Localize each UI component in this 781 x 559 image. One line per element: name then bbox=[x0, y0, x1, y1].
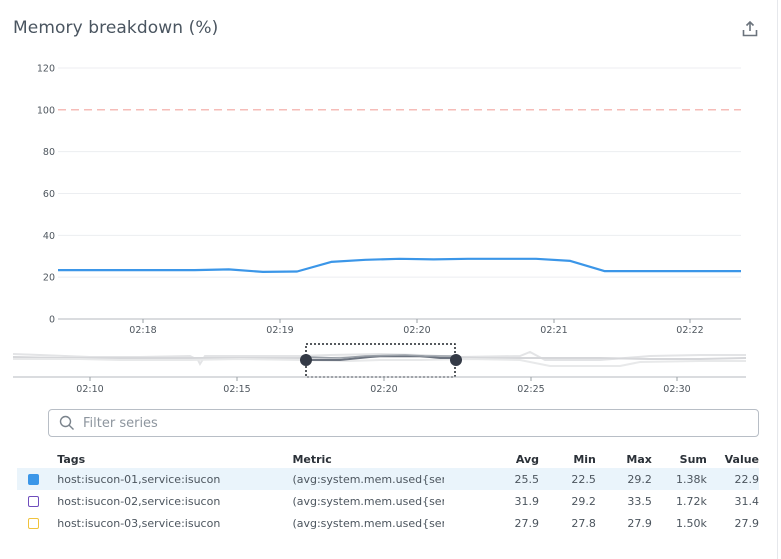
brush-handle-left[interactable] bbox=[300, 354, 312, 366]
row-sum: 1.38k bbox=[675, 472, 707, 486]
svg-text:80: 80 bbox=[43, 147, 55, 158]
series-line-isucon-01[interactable] bbox=[58, 257, 741, 273]
main-chart[interactable]: 0 20 40 60 80 100 120 02:18 02:19 02:20 02:21 02:2… bbox=[0, 55, 781, 340]
row-max: 27.9 bbox=[627, 516, 652, 530]
search-icon bbox=[59, 415, 74, 430]
svg-text:02:15: 02:15 bbox=[223, 384, 250, 395]
overview-x-ticks: 02:10 02:15 02:20 02:25 02:30 bbox=[76, 377, 691, 395]
row-metric: (avg:system.mem.used{ser... bbox=[292, 516, 445, 530]
column-header-tags[interactable]: Tags bbox=[57, 452, 86, 466]
row-avg: 31.9 bbox=[514, 494, 540, 508]
y-grid bbox=[58, 67, 741, 278]
x-axis-ticks: 02:18 02:19 02:20 02:21 02:22 bbox=[129, 319, 704, 336]
svg-text:120: 120 bbox=[37, 64, 55, 75]
checkbox-unchecked-icon bbox=[27, 517, 39, 529]
row-tags: host:isucon-01,service:isucon bbox=[57, 472, 221, 486]
legend-row[interactable]: host:isucon-02,service:isucon (avg:syste… bbox=[17, 490, 759, 512]
svg-text:02:22: 02:22 bbox=[676, 325, 703, 336]
svg-text:60: 60 bbox=[43, 189, 55, 200]
row-tags: host:isucon-02,service:isucon bbox=[57, 494, 221, 508]
row-sum: 1.72k bbox=[675, 494, 707, 508]
row-value: 31.4 bbox=[734, 494, 760, 508]
share-export-icon bbox=[742, 20, 758, 37]
svg-text:02:25: 02:25 bbox=[517, 384, 544, 395]
filter-series-input[interactable] bbox=[83, 415, 758, 431]
column-header-value[interactable]: Value bbox=[724, 452, 760, 466]
row-metric: (avg:system.mem.used{ser... bbox=[292, 472, 445, 486]
chart-title: Memory breakdown (%) bbox=[13, 18, 219, 38]
svg-text:02:30: 02:30 bbox=[663, 384, 690, 395]
svg-text:02:18: 02:18 bbox=[129, 325, 156, 336]
row-min: 29.2 bbox=[571, 494, 596, 508]
column-header-sum[interactable]: Sum bbox=[679, 452, 707, 466]
overview-series-c bbox=[13, 357, 746, 367]
column-header-max[interactable]: Max bbox=[626, 452, 652, 466]
row-avg: 27.9 bbox=[514, 516, 540, 530]
svg-text:02:20: 02:20 bbox=[403, 325, 430, 336]
row-min: 27.8 bbox=[571, 516, 596, 530]
column-header-metric[interactable]: Metric bbox=[292, 452, 332, 466]
column-header-avg[interactable]: Avg bbox=[515, 452, 539, 466]
checkbox-checked-icon bbox=[27, 473, 39, 485]
legend-header-row: Tags Metric Avg Min Max Sum Value bbox=[17, 450, 759, 468]
svg-text:100: 100 bbox=[37, 105, 55, 116]
svg-text:40: 40 bbox=[43, 231, 55, 242]
overview-selected-series-2 bbox=[304, 354, 456, 359]
svg-text:02:20: 02:20 bbox=[370, 384, 397, 395]
filter-series-field[interactable] bbox=[48, 409, 759, 437]
row-min: 22.5 bbox=[571, 472, 596, 486]
brush-handle-right[interactable] bbox=[450, 354, 462, 366]
svg-text:02:10: 02:10 bbox=[76, 384, 103, 395]
svg-text:02:19: 02:19 bbox=[266, 325, 293, 336]
series-checkbox[interactable] bbox=[17, 473, 49, 485]
svg-text:20: 20 bbox=[43, 273, 55, 284]
svg-text:0: 0 bbox=[49, 315, 55, 326]
row-value: 22.9 bbox=[734, 472, 760, 486]
column-header-min[interactable]: Min bbox=[573, 452, 596, 466]
series-legend-table: Tags Metric Avg Min Max Sum Value host:i… bbox=[17, 450, 759, 534]
y-axis-labels: 0 20 40 60 80 100 120 bbox=[37, 64, 55, 326]
row-tags: host:isucon-03,service:isucon bbox=[57, 516, 221, 530]
export-button[interactable] bbox=[740, 19, 760, 39]
row-avg: 25.5 bbox=[514, 472, 540, 486]
series-checkbox[interactable] bbox=[17, 495, 49, 507]
row-sum: 1.50k bbox=[675, 516, 707, 530]
row-max: 33.5 bbox=[627, 494, 652, 508]
checkbox-unchecked-icon bbox=[27, 495, 39, 507]
series-checkbox[interactable] bbox=[17, 517, 49, 529]
row-value: 27.9 bbox=[734, 516, 760, 530]
legend-row[interactable]: host:isucon-03,service:isucon (avg:syste… bbox=[17, 512, 759, 534]
overview-navigator[interactable]: 02:10 02:15 02:20 02:25 02:30 bbox=[0, 340, 781, 400]
row-max: 29.2 bbox=[627, 472, 652, 486]
overview-series-a bbox=[12, 350, 746, 367]
svg-text:02:21: 02:21 bbox=[540, 325, 567, 336]
legend-row[interactable]: host:isucon-01,service:isucon (avg:syste… bbox=[17, 468, 759, 490]
panel-right-border bbox=[777, 0, 778, 559]
row-metric: (avg:system.mem.used{ser... bbox=[292, 494, 445, 508]
